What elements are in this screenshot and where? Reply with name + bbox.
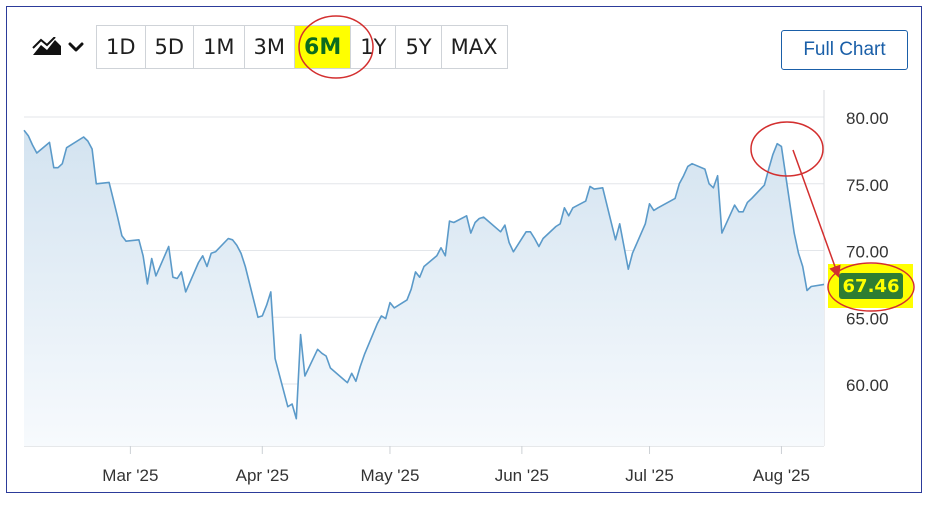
range-button-max[interactable]: MAX (450, 35, 498, 59)
price-line (23, 129, 825, 420)
x-tick-label: Apr '25 (236, 466, 289, 485)
range-button-1m[interactable]: 1M (194, 26, 245, 68)
x-tick-label: Jun '25 (495, 466, 549, 485)
x-tick-label: Jul '25 (625, 466, 674, 485)
area-chart-icon (32, 37, 61, 55)
range-button-5y[interactable]: 5Y (396, 26, 442, 68)
y-tick-label: 60.00 (846, 376, 889, 395)
chart-type-selector[interactable] (28, 25, 88, 69)
x-tick-label: Aug '25 (753, 466, 810, 485)
y-tick-label: 70.00 (846, 243, 889, 262)
full-chart-button[interactable]: Full Chart (781, 30, 908, 70)
x-tick-label: May '25 (360, 466, 419, 485)
range-button-1d[interactable]: 1D (97, 26, 146, 68)
y-tick-label: 80.00 (846, 109, 889, 128)
current-price-badge: 67.46 (839, 273, 903, 299)
chevron-down-icon (68, 42, 84, 52)
range-button-5d[interactable]: 5D (146, 26, 195, 68)
range-button-3m[interactable]: 3M (245, 26, 296, 68)
area-fill (24, 130, 824, 447)
y-tick-label: 75.00 (846, 176, 889, 195)
x-tick-label: Mar '25 (102, 466, 158, 485)
y-tick-label: 65.00 (846, 309, 889, 328)
